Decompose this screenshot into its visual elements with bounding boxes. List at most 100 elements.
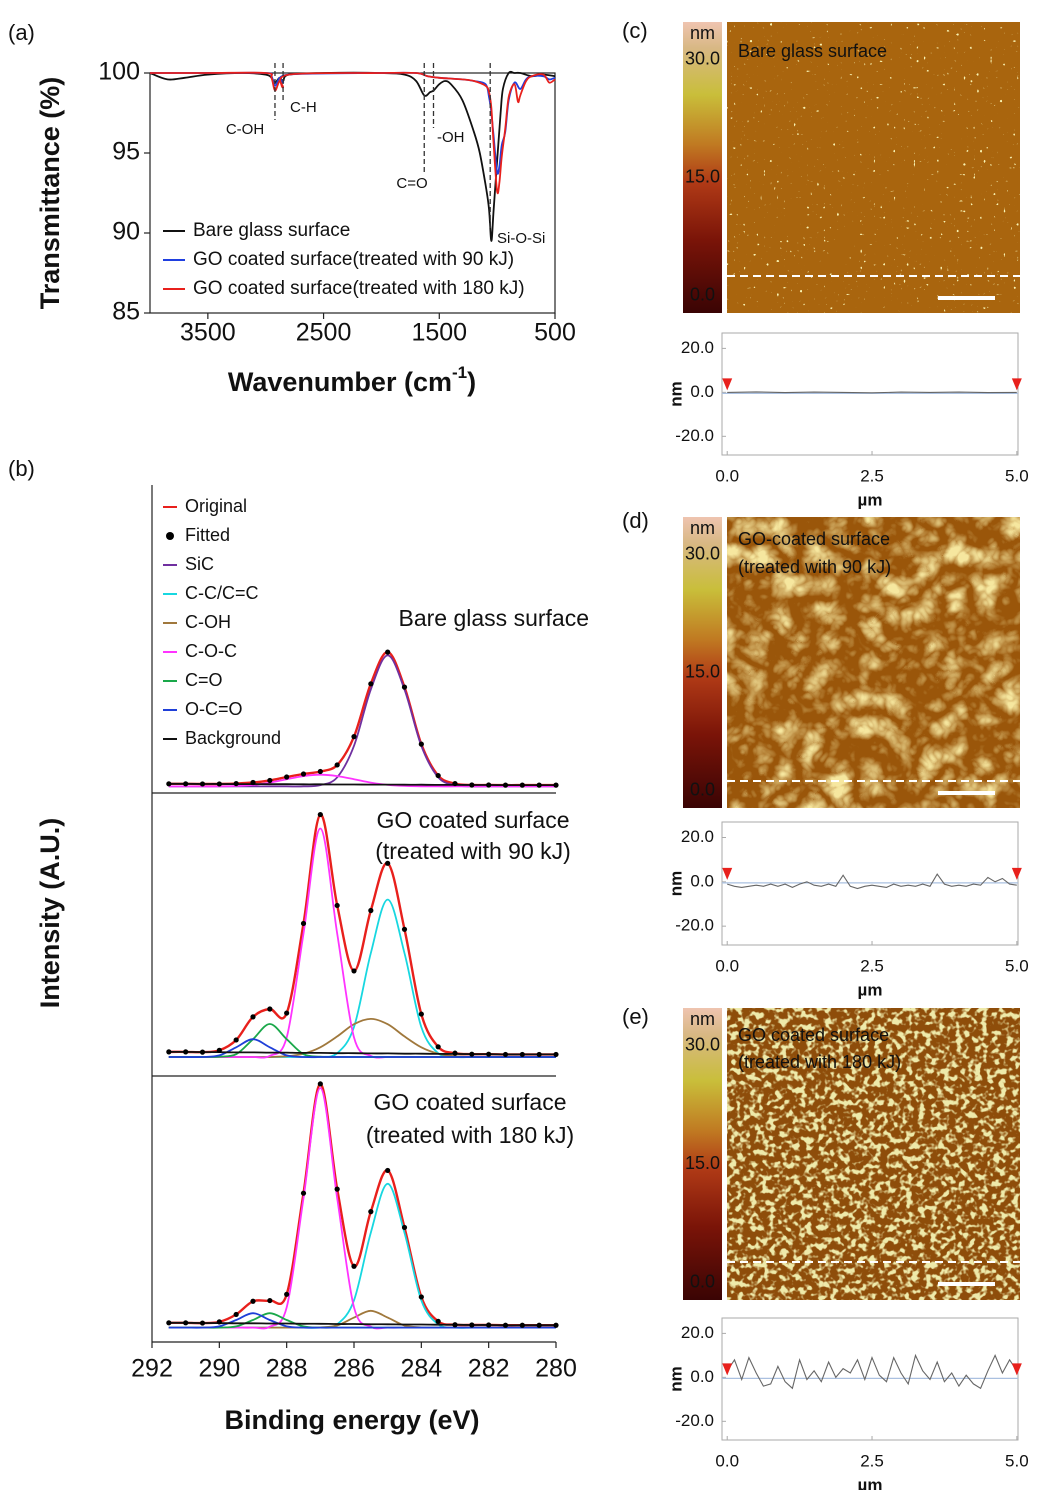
fit-point bbox=[401, 926, 408, 932]
x-tick-label: 0.0 bbox=[715, 956, 739, 975]
fit-point bbox=[536, 782, 542, 788]
fit-point bbox=[284, 1291, 290, 1297]
y-tick-label: 0.0 bbox=[690, 871, 714, 890]
y-axis-label: Transmittance (%) bbox=[35, 77, 65, 310]
panel-title: (treated with 180 kJ) bbox=[366, 1122, 574, 1148]
y-tick-label: 20.0 bbox=[681, 1323, 714, 1342]
fit-point bbox=[385, 649, 391, 655]
profile-frame bbox=[721, 332, 1019, 456]
panel-title: Bare glass surface bbox=[399, 605, 589, 631]
fit-point bbox=[553, 1051, 559, 1058]
afm-texture bbox=[727, 517, 1020, 808]
y-tick-label: -20.0 bbox=[675, 916, 714, 935]
fit-point bbox=[536, 1051, 542, 1058]
fit-point bbox=[401, 684, 408, 690]
profile-end-marker bbox=[722, 867, 733, 880]
x-tick-label: 282 bbox=[468, 1355, 510, 1383]
fit-point bbox=[418, 1294, 424, 1300]
panel-title: GO coated surface bbox=[376, 807, 569, 833]
legend-label: C-C/C=C bbox=[185, 583, 259, 603]
fit-point bbox=[199, 1320, 206, 1326]
fit-point bbox=[267, 1297, 273, 1304]
fit-point bbox=[250, 779, 256, 786]
x-tick-label: 280 bbox=[535, 1355, 577, 1383]
x-axis-label-part: -1 bbox=[452, 363, 467, 382]
fit-point bbox=[502, 1051, 509, 1058]
fit-point bbox=[267, 777, 273, 784]
x-axis-label: Binding energy (eV) bbox=[224, 1405, 479, 1435]
fit-point bbox=[250, 1298, 256, 1304]
fit-point bbox=[166, 1320, 172, 1326]
x-tick-label: 290 bbox=[198, 1355, 240, 1383]
x-tick-label: 2.5 bbox=[860, 956, 884, 975]
legend-marker bbox=[166, 532, 174, 540]
annotation-label: C=O bbox=[396, 175, 427, 192]
colorbar-tick-label: 0.0 bbox=[690, 779, 715, 799]
image-title: (treated with 180 kJ) bbox=[738, 1052, 901, 1072]
legend-label: GO coated surface(treated with 180 kJ) bbox=[193, 278, 525, 299]
x-tick-label: 286 bbox=[333, 1355, 375, 1383]
series-line bbox=[168, 1082, 556, 1327]
y-axis-label: nm bbox=[666, 381, 685, 407]
fit-point bbox=[334, 902, 340, 909]
panel-tag: (d) bbox=[622, 508, 649, 533]
y-tick-label: 20.0 bbox=[681, 827, 714, 846]
image-title: GO coated surface bbox=[738, 1025, 889, 1045]
profile-frame bbox=[721, 821, 1019, 946]
fit-point bbox=[469, 1322, 475, 1328]
fit-point bbox=[233, 780, 239, 787]
series-line bbox=[168, 1182, 556, 1329]
colorbar bbox=[683, 22, 722, 313]
series-line bbox=[168, 654, 556, 788]
x-tick-label: 2.5 bbox=[860, 466, 884, 485]
fit-point bbox=[486, 782, 492, 788]
series-line bbox=[168, 898, 556, 1059]
fit-point bbox=[536, 1322, 542, 1328]
x-tick-label: 2500 bbox=[296, 319, 352, 347]
profile-line bbox=[726, 1353, 1018, 1390]
fit-point bbox=[284, 1010, 290, 1016]
x-tick-label: 3500 bbox=[180, 319, 236, 347]
afm-texture bbox=[727, 22, 1020, 313]
x-tick-label: 1500 bbox=[411, 319, 467, 347]
colorbar-unit: nm bbox=[690, 1009, 715, 1029]
fit-point bbox=[166, 1049, 172, 1055]
fit-point bbox=[368, 907, 374, 914]
fit-point bbox=[452, 1050, 458, 1056]
panel-tag: (e) bbox=[622, 1004, 649, 1029]
profile-end-marker bbox=[1011, 378, 1022, 391]
x-axis-label: µm bbox=[858, 1475, 883, 1490]
x-axis-label-part: ) bbox=[467, 367, 476, 397]
fit-point bbox=[435, 772, 441, 779]
colorbar-tick-label: 15.0 bbox=[685, 166, 720, 186]
x-axis-label-part: Wavenumber (cm bbox=[228, 367, 452, 397]
profile-end-marker bbox=[1011, 1363, 1022, 1376]
legend-label: SiC bbox=[185, 554, 214, 574]
fit-point bbox=[435, 1318, 441, 1324]
fit-point bbox=[216, 1047, 222, 1053]
x-tick-label: 292 bbox=[131, 1355, 173, 1383]
fit-point bbox=[351, 734, 357, 740]
y-tick-label: -20.0 bbox=[675, 426, 714, 445]
fit-point bbox=[267, 1006, 273, 1012]
legend-label: C-OH bbox=[185, 612, 231, 632]
y-axis-label: Intensity (A.U.) bbox=[35, 818, 65, 1009]
colorbar-tick-label: 15.0 bbox=[685, 661, 720, 681]
annotation-label: C-OH bbox=[226, 121, 264, 138]
legend-label: C=O bbox=[185, 670, 223, 690]
x-tick-label: 284 bbox=[400, 1355, 442, 1383]
fit-point bbox=[317, 1081, 323, 1087]
y-axis-label: nm bbox=[666, 871, 685, 897]
x-axis-label: Wavenumber (cm-1) bbox=[228, 363, 476, 397]
y-tick-label: 0.0 bbox=[690, 1367, 714, 1386]
x-tick-label: 0.0 bbox=[715, 466, 739, 485]
fit-point bbox=[216, 781, 222, 787]
fit-point bbox=[452, 1322, 458, 1328]
series-line bbox=[150, 71, 556, 195]
fit-point bbox=[284, 774, 290, 780]
series-line bbox=[168, 1312, 556, 1329]
fit-point bbox=[519, 782, 525, 788]
colorbar-tick-label: 15.0 bbox=[685, 1153, 720, 1173]
panel-title: GO coated surface bbox=[373, 1089, 566, 1115]
